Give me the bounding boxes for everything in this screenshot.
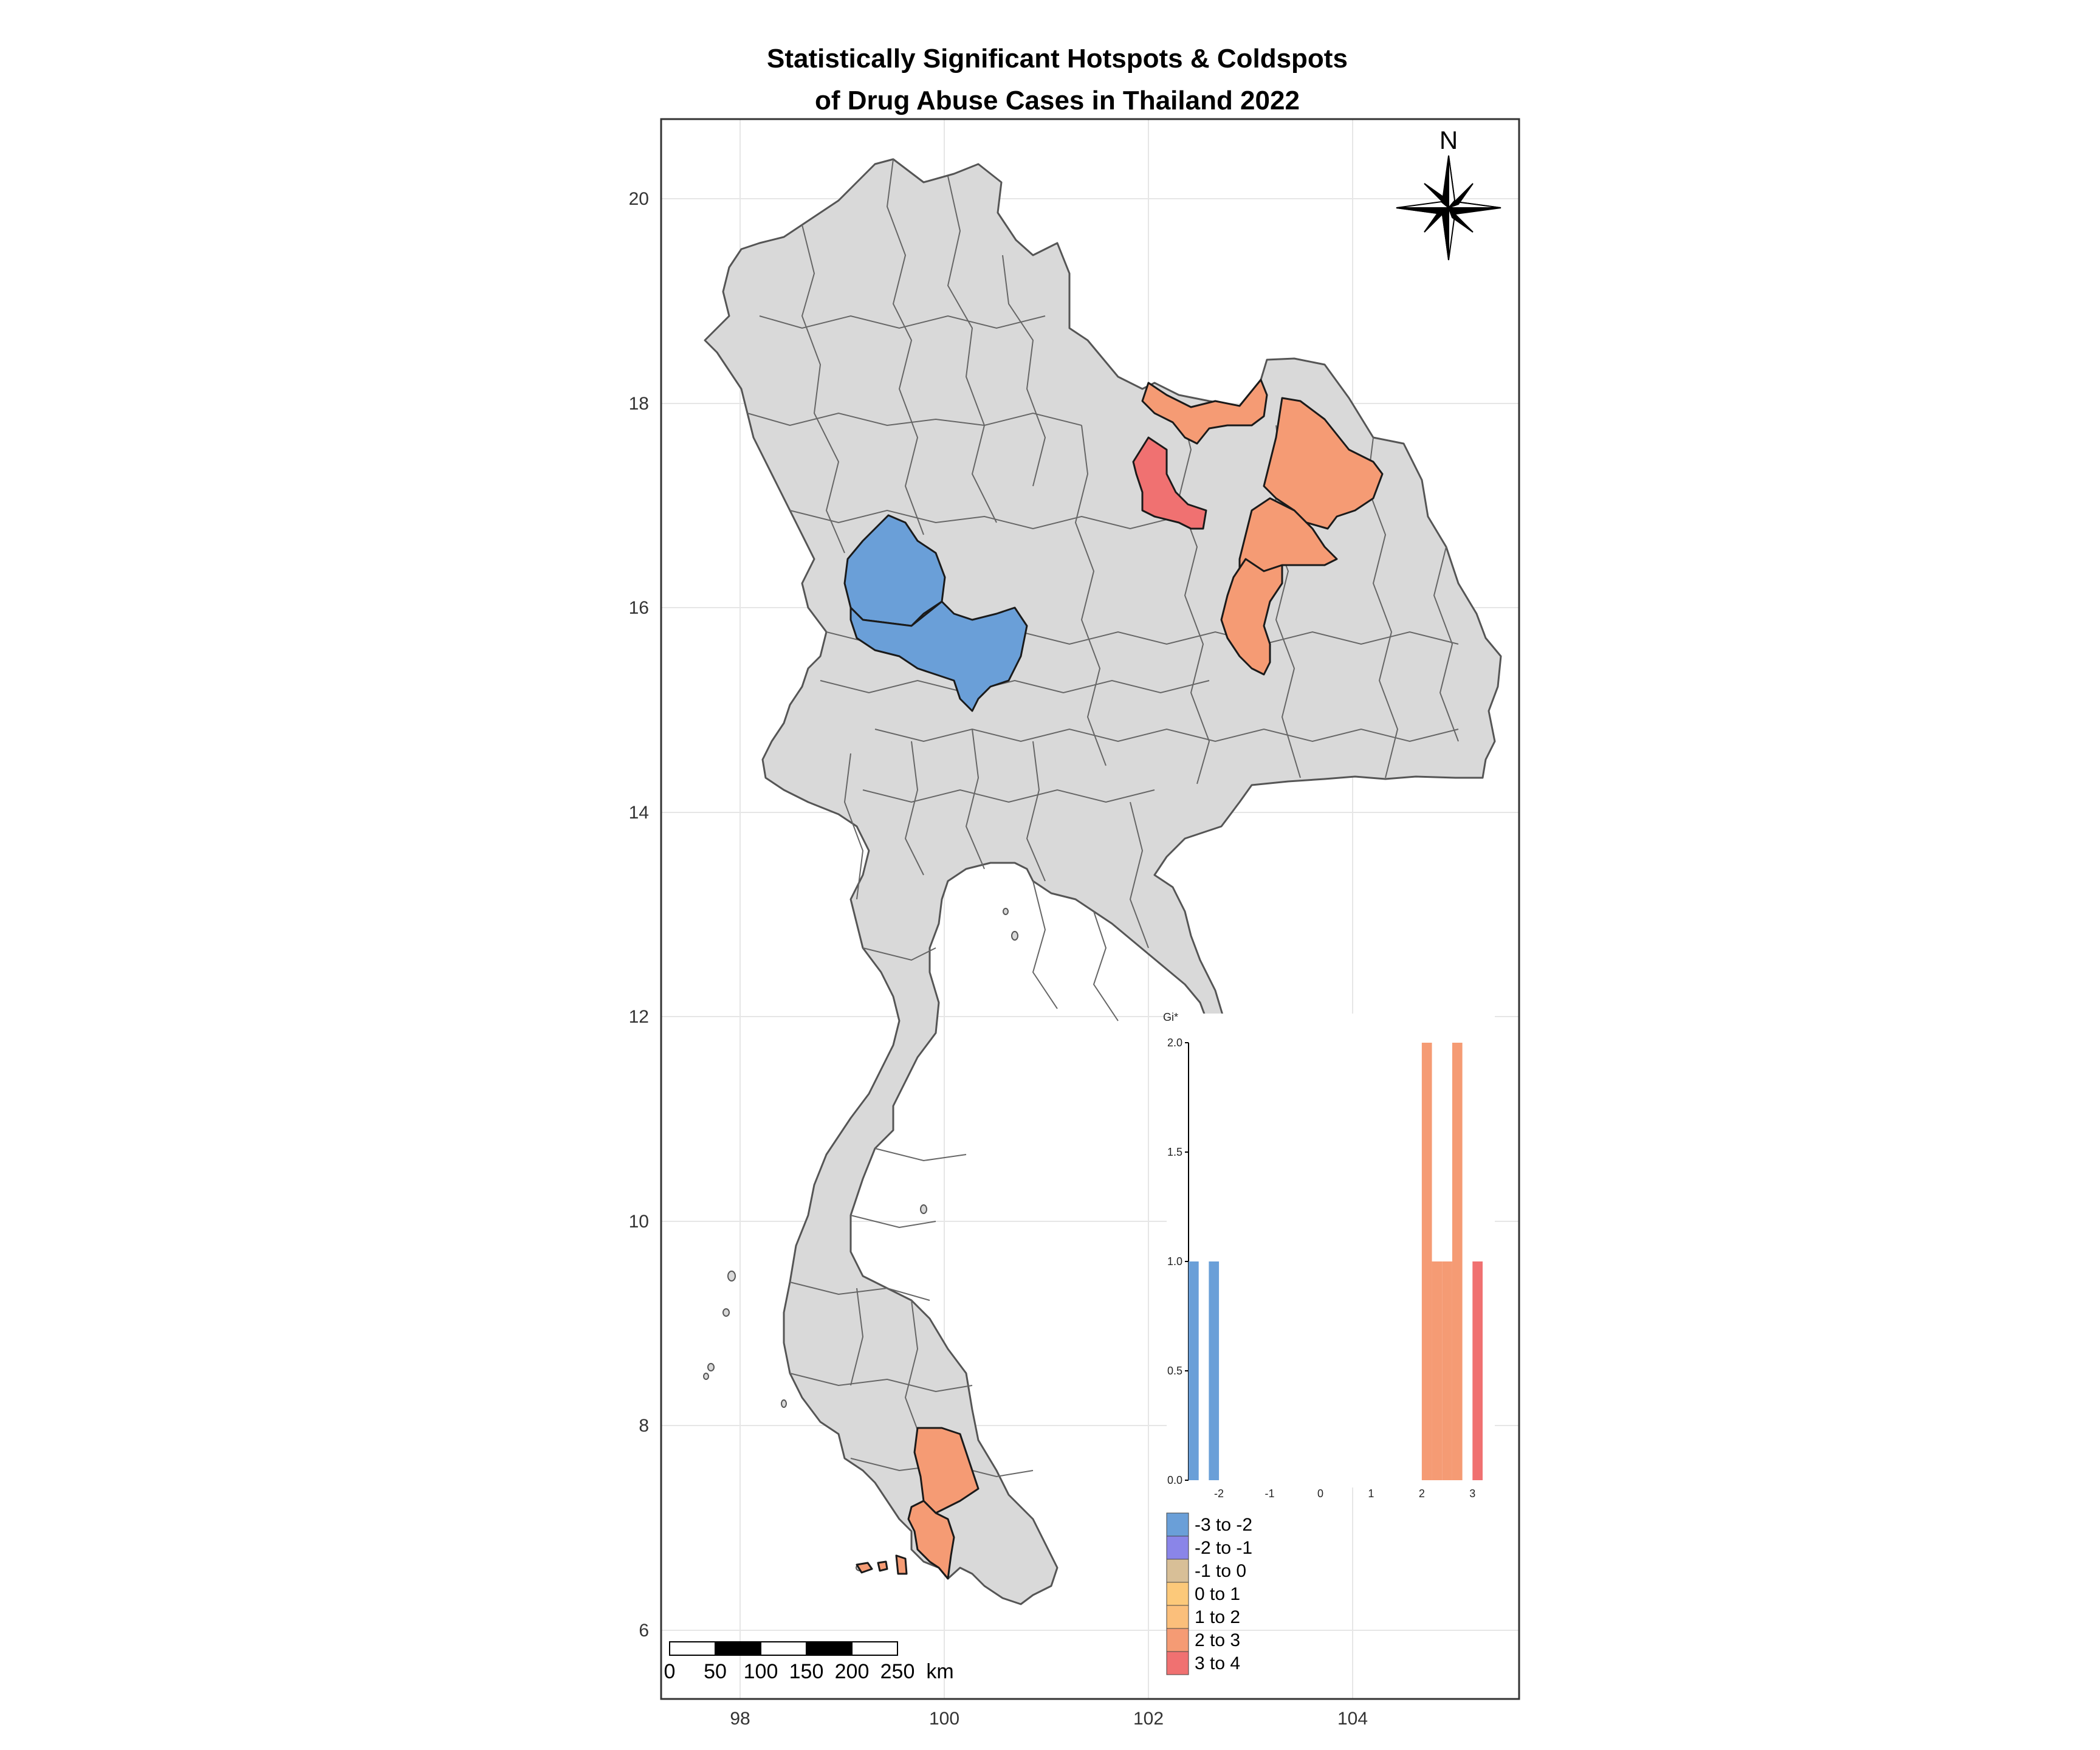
histogram-bar [1421, 1043, 1432, 1480]
hotspot-provinces [856, 379, 1384, 1580]
panel-border [660, 118, 1520, 1700]
histogram-x-tick-label: -1 [1265, 1487, 1275, 1500]
histogram-bar [1452, 1043, 1463, 1480]
scale-label: 250 [880, 1660, 915, 1683]
y-axis: 20 18 16 14 12 10 8 6 [629, 189, 649, 1641]
hotspot-island-1 [856, 1562, 873, 1574]
y-tick-label: 12 [629, 1007, 649, 1027]
north-label: N [1439, 126, 1458, 154]
histogram-bar [1472, 1261, 1483, 1480]
y-tick-label: 14 [629, 803, 649, 823]
histogram-bar [1432, 1261, 1443, 1480]
histogram-x-tick-label: 1 [1368, 1487, 1374, 1500]
coldspot-provinces [843, 514, 1028, 712]
histogram-x-tick-label: 3 [1469, 1487, 1475, 1500]
histogram-y-ticks: 0.0 0.5 1.0 1.5 2.0 [1167, 1037, 1189, 1486]
y-tick-label: 10 [629, 1212, 649, 1232]
legend-swatch [1166, 1628, 1189, 1652]
thailand-map [703, 158, 1502, 1605]
compass-rose-icon [1396, 155, 1501, 261]
histogram-x-ticks: -2 -1 0 1 2 3 [1214, 1487, 1475, 1500]
histogram-bars [1189, 1043, 1483, 1480]
scale-label: 0 [664, 1660, 676, 1683]
legend-swatch [1166, 1582, 1189, 1606]
map-title-line2: of Drug Abuse Cases in Thailand 2022 [815, 86, 1300, 115]
scale-label: 50 [704, 1660, 727, 1683]
islands [703, 908, 1018, 1571]
histogram-inset: Gi* 0.0 0.5 1.0 1.5 2.0 -2 -1 0 1 2 3 [1163, 1011, 1495, 1500]
legend-label: 3 to 4 [1195, 1653, 1240, 1673]
legend-label: -3 to -2 [1195, 1515, 1252, 1535]
histogram-bar [1442, 1261, 1452, 1480]
histogram-y-tick-label: 0.5 [1167, 1365, 1182, 1377]
scale-unit: km [926, 1660, 953, 1683]
legend-label: 1 to 2 [1195, 1607, 1240, 1627]
y-tick-label: 18 [629, 394, 649, 414]
hotspot-province-nong-khai [1141, 379, 1268, 445]
legend-swatch [1166, 1605, 1189, 1629]
legend: -3 to -2 -2 to -1 -1 to 0 0 to 1 1 to 2 2 to … [1166, 1512, 1252, 1675]
x-tick-label: 100 [929, 1709, 959, 1729]
y-tick-label: 16 [629, 598, 649, 618]
legend-label: -1 to 0 [1195, 1561, 1246, 1581]
hotspot-province-nakhon-si-thammarat [913, 1427, 980, 1514]
legend-swatch [1166, 1559, 1189, 1583]
histogram-x-tick-label: -2 [1214, 1487, 1224, 1500]
coldspot-province-kamphaeng-phet [849, 600, 1028, 712]
legend-label: 2 to 3 [1195, 1630, 1240, 1650]
histogram-y-tick-label: 1.5 [1167, 1146, 1182, 1158]
scale-bar: 0 50 100 150 200 250 km [664, 1641, 954, 1683]
y-tick-label: 8 [639, 1416, 649, 1436]
x-tick-label: 98 [730, 1709, 750, 1729]
legend-swatch [1166, 1651, 1189, 1675]
scale-label: 100 [744, 1660, 778, 1683]
x-tick-label: 102 [1133, 1709, 1164, 1729]
hotspot-island-3 [895, 1554, 908, 1575]
hotspot-island-2 [877, 1560, 888, 1572]
north-arrow: N [1396, 126, 1501, 261]
histogram-bar [1189, 1261, 1199, 1480]
scale-label: 200 [835, 1660, 870, 1683]
x-axis: 98 100 102 104 [730, 1709, 1368, 1729]
hotspot-province-khon-kaen [1220, 558, 1283, 676]
map-title-line1: Statistically Significant Hotspots & Col… [767, 44, 1348, 74]
histogram-title: Gi* [1163, 1011, 1178, 1023]
histogram-bar [1209, 1261, 1220, 1480]
histogram-y-tick-label: 1.0 [1167, 1255, 1182, 1268]
scale-label: 150 [789, 1660, 824, 1683]
histogram-x-tick-label: 2 [1419, 1487, 1425, 1500]
x-tick-label: 104 [1337, 1709, 1368, 1729]
hotspot-province-sakon-nakhon [1263, 397, 1384, 530]
histogram-y-tick-label: 2.0 [1167, 1037, 1182, 1049]
histogram-x-tick-label: 0 [1317, 1487, 1323, 1500]
legend-swatch [1166, 1512, 1189, 1537]
hotspot-province-trang [907, 1500, 955, 1580]
hotspot-province-nong-bua-lam-phu [1132, 436, 1207, 530]
y-tick-label: 20 [629, 189, 649, 209]
y-tick-label: 6 [639, 1621, 649, 1641]
legend-label: -2 to -1 [1195, 1538, 1252, 1558]
legend-label: 0 to 1 [1195, 1584, 1240, 1604]
histogram-y-tick-label: 0.0 [1167, 1474, 1182, 1486]
legend-swatch [1166, 1536, 1189, 1560]
